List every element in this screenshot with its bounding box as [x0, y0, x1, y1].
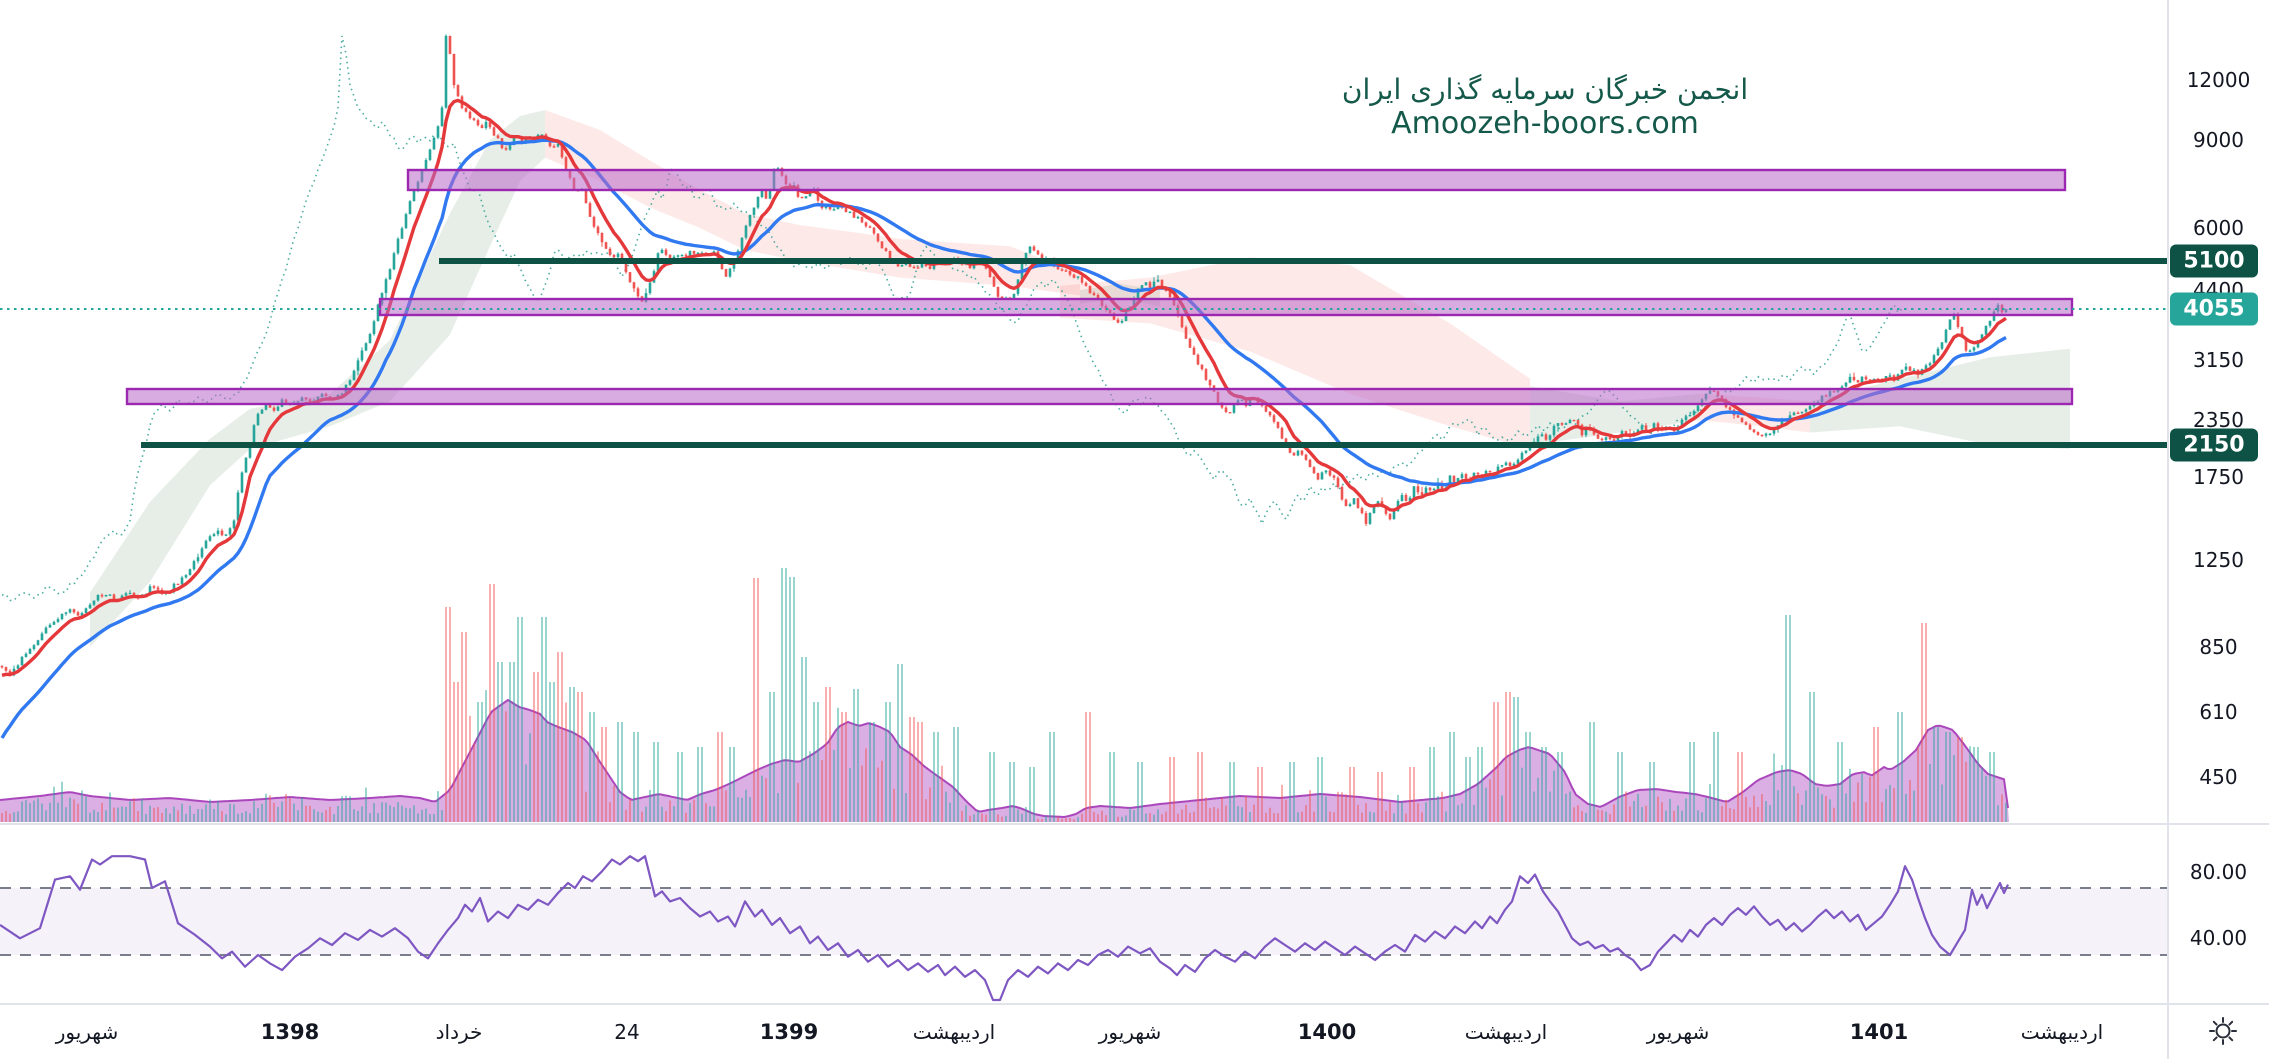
candle-wicks-up [13, 34, 2007, 677]
rsi-band-fill [0, 888, 2168, 955]
rsi-line [0, 855, 2009, 1002]
candle-bodies-up [12, 35, 2008, 676]
time-tick-label: 1400 [1297, 1020, 1357, 1044]
price-tick-label: 2350 [2193, 408, 2244, 432]
current-price-badge: 4055 [2170, 292, 2258, 326]
price-tick-label: 1250 [2193, 548, 2244, 572]
price-tick-label: 3150 [2193, 348, 2244, 372]
volume-ma-outline [0, 698, 2009, 819]
supply-demand-zone[interactable] [378, 297, 2074, 317]
time-tick-label: اردیبهشت [912, 1020, 996, 1044]
time-tick-label: شهریور [55, 1020, 119, 1044]
rsi-tick-label: 40.00 [2189, 926, 2248, 950]
ichimoku-cloud [450, 110, 545, 335]
time-tick-label: اردیبهشت [1464, 1020, 1548, 1044]
time-tick-label: 24 [614, 1020, 640, 1044]
price-tick-label: 12000 [2186, 68, 2251, 92]
volume-bars-down [1, 578, 2003, 822]
price-tick-label: 9000 [2193, 128, 2244, 152]
time-tick-label: شهریور [1646, 1020, 1710, 1044]
price-level-badge: 5100 [2170, 244, 2258, 278]
price-tick-label: 450 [2199, 765, 2238, 789]
sun-icon[interactable] [2206, 1014, 2240, 1048]
time-tick-label: 1399 [759, 1020, 819, 1044]
time-tick-label: 1401 [1849, 1020, 1909, 1044]
rsi-tick-label: 80.00 [2189, 860, 2248, 884]
supply-demand-zone[interactable] [125, 387, 2074, 406]
chikou-span-line [1, 35, 1903, 602]
time-tick-label: 1398 [260, 1020, 320, 1044]
ichimoku-cloud [250, 213, 450, 449]
price-tick-label: 610 [2199, 700, 2238, 724]
volume-bars-up [13, 568, 2007, 822]
time-tick-label: شهریور [1098, 1020, 1162, 1044]
candle-bodies-down [0, 35, 2004, 676]
time-tick-label: خرداد [435, 1020, 483, 1044]
pane-separator-rsi-time [0, 1003, 2269, 1005]
candle-wicks-down [1, 35, 2003, 677]
pane-separator-main-rsi[interactable] [0, 823, 2269, 825]
price-tick-label: 6000 [2193, 216, 2244, 240]
price-axis-separator [2167, 0, 2169, 1059]
ichimoku-cloud [1060, 257, 1530, 449]
ma-slow-line [0, 138, 2007, 739]
price-tick-label: 1750 [2193, 465, 2244, 489]
ichimoku-cloud [90, 408, 250, 647]
supply-demand-zone[interactable] [406, 168, 2067, 192]
time-tick-label: اردیبهشت [2020, 1020, 2104, 1044]
price-level-badge: 2150 [2170, 428, 2258, 462]
price-tick-label: 850 [2199, 635, 2238, 659]
